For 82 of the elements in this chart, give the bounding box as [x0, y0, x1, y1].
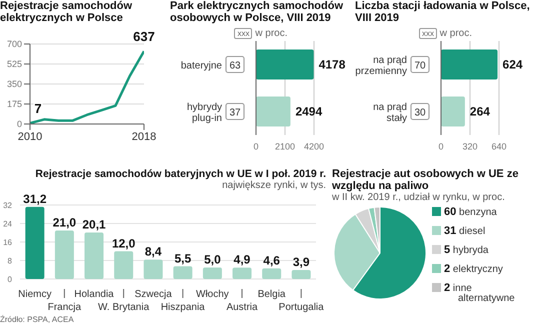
x-tick-label: 2018	[132, 130, 156, 143]
bar	[54, 230, 74, 279]
data-label: 637	[133, 29, 155, 44]
text: Źródło: PSPA, ACEA	[0, 315, 75, 324]
data-label: 20,1	[82, 218, 106, 232]
x-tick-label: 320	[462, 141, 478, 152]
bar	[202, 267, 222, 279]
x-tick-label: Szwecja	[134, 289, 172, 300]
x-tick-label: Holandia	[74, 289, 114, 300]
bar	[232, 268, 252, 279]
data-label: 264	[470, 104, 490, 119]
data-label: 7	[34, 101, 42, 116]
bar	[292, 270, 311, 279]
text: 37	[229, 108, 241, 118]
text: xxx w proc.	[420, 28, 473, 39]
legend-label: elektryczny	[452, 264, 503, 275]
data-label: 21,0	[52, 215, 76, 230]
chart-title: Rejestracje aut osobowych w UE ze względu na paliwo	[332, 168, 520, 192]
y-tick-label: 16	[3, 238, 13, 247]
x-tick-label: 4200	[304, 141, 324, 152]
chart-subtitle: w II kw. 2019 r., udział w rynku, w proc.	[332, 192, 506, 203]
x-tick-label: 640	[491, 141, 507, 152]
data-label: 4178	[318, 58, 346, 72]
x-tick-label: Belgia	[258, 289, 286, 300]
chart-title: Liczba stacji ładowania w Polsce, VIII 2019	[355, 0, 531, 24]
y-tick-label: bateryjne	[180, 60, 222, 72]
y-tick-label: 700	[6, 39, 22, 50]
chart-title: Rejestracje samochodów bateryjnych w UE w I poł. 2019 r.	[34, 168, 326, 180]
data-label: 2494	[295, 104, 322, 119]
bar	[84, 232, 104, 279]
legend-label: diesel	[459, 226, 486, 237]
y-tick-label: 24	[3, 219, 13, 228]
chart-subtitle: największe rynki, w tys.	[221, 180, 326, 191]
data-label: 12,0	[112, 236, 136, 250]
x-tick-label: Francja	[48, 302, 82, 313]
y-tick-label: 0	[16, 119, 22, 130]
data-label: 624	[502, 58, 523, 72]
text: xxx w proc.	[236, 28, 288, 39]
x-tick-label: 2100	[274, 141, 296, 152]
data-label: 5	[444, 244, 450, 256]
data-label: 5,5	[174, 251, 192, 266]
x-tick-label: 0	[253, 141, 259, 152]
text: 70	[414, 60, 426, 72]
data-label: 60	[444, 206, 456, 218]
x-tick-label: 2010	[18, 130, 42, 143]
text: 30	[414, 108, 426, 118]
chart-title: Park elektrycznych samochodów osobowych w Polsce, VIII 2019	[170, 0, 344, 24]
y-tick-label: hybrydy plug-in	[186, 102, 222, 124]
data-label: 8,4	[144, 244, 162, 259]
y-tick-label: 350	[6, 79, 22, 90]
y-tick-label: 175	[6, 99, 22, 110]
legend-label: hybryda	[452, 245, 488, 256]
text: 63	[229, 60, 241, 72]
bar	[144, 260, 163, 279]
bar	[262, 268, 282, 279]
y-tick-label: na prąd stały	[373, 102, 407, 124]
bar	[114, 251, 134, 279]
data-label: 2	[444, 263, 450, 275]
y-tick-label: 525	[6, 59, 22, 70]
x-tick-label: 0	[438, 141, 444, 152]
bar	[25, 206, 44, 279]
x-tick-label: Austria	[226, 302, 258, 313]
data-label: 4,6	[263, 253, 280, 268]
data-label: 4,9	[234, 252, 251, 267]
data-label: 2	[444, 282, 450, 294]
x-tick-label: Portugalia	[278, 302, 324, 313]
data-label: 5,0	[204, 252, 222, 266]
data-label: 31	[444, 225, 456, 237]
x-tick-label: Hiszpania	[160, 302, 206, 313]
y-tick-label: na prąd przemienny	[355, 55, 407, 77]
y-tick-label: 0	[8, 274, 13, 284]
y-tick-label: 32	[3, 200, 13, 210]
y-tick-label: 8	[8, 256, 13, 266]
x-tick-label: Niemcy	[18, 289, 52, 300]
data-label: 31,2	[23, 192, 47, 206]
data-label: 3,9	[292, 254, 310, 269]
x-tick-label: W. Brytania	[98, 302, 150, 313]
x-tick-label: Włochy	[196, 289, 229, 300]
chart-title: Rejestracje samochodów elektrycznych w Polsce	[0, 0, 134, 24]
legend-label: benzyna	[459, 207, 497, 218]
legend-label: inne alternatywne	[452, 283, 516, 304]
bar	[173, 266, 192, 279]
